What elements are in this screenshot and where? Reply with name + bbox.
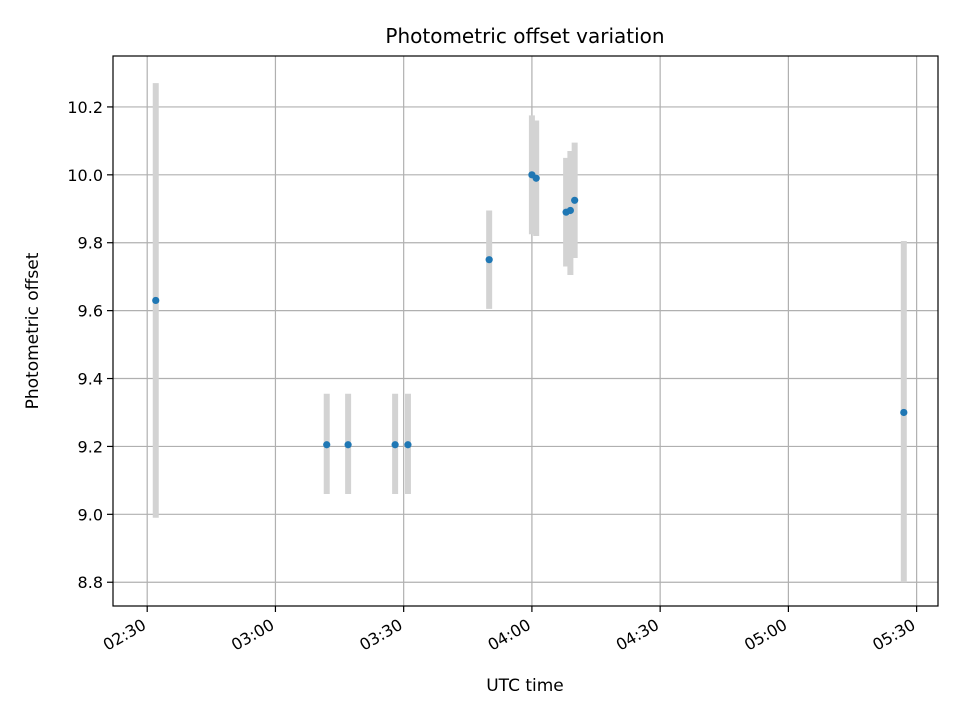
x-tick-label: 03:30	[356, 615, 405, 655]
grid	[113, 56, 938, 606]
data-point	[391, 441, 399, 449]
x-tick-label: 02:30	[100, 615, 149, 655]
data-point	[404, 441, 412, 449]
data-point	[900, 408, 908, 417]
y-tick-label: 10.0	[67, 166, 103, 185]
x-axis-label: UTC time	[486, 676, 564, 696]
x-tick-label: 03:00	[228, 615, 277, 655]
y-tick-label: 8.8	[78, 573, 103, 592]
x-tick-label: 04:30	[613, 615, 662, 655]
axis-ticks: 02:30 03:00 03:30 04:00 04:30 05:00 05:30 8.8 9.…	[67, 98, 918, 655]
y-tick-label: 9.0	[78, 505, 103, 524]
y-tick-label: 9.4	[78, 370, 103, 389]
y-tick-label: 10.2	[67, 98, 103, 117]
x-tick-label: 04:00	[484, 615, 533, 655]
x-tick-label: 05:30	[869, 615, 918, 655]
data-point	[566, 206, 574, 215]
data-point	[485, 256, 493, 264]
data-point	[344, 441, 352, 449]
y-tick-label: 9.2	[78, 437, 103, 456]
error-bars	[152, 83, 907, 583]
data-point	[532, 174, 540, 182]
x-tick-label: 05:00	[741, 615, 790, 655]
data-point	[571, 196, 579, 204]
plot-frame	[112, 55, 939, 607]
data-point	[323, 441, 331, 449]
y-tick-label: 9.8	[78, 234, 103, 253]
chart-title: Photometric offset variation	[385, 24, 664, 48]
y-tick-label: 9.6	[78, 302, 103, 321]
data-point	[152, 296, 160, 305]
y-axis-label: Photometric offset	[23, 252, 43, 409]
data-points	[152, 171, 908, 449]
